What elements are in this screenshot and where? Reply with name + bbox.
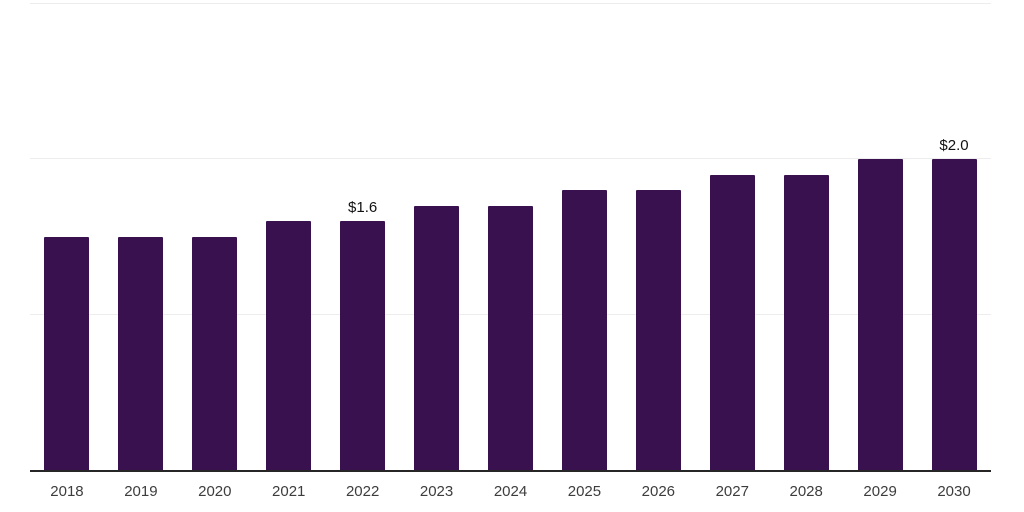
data-label-2022: $1.6 <box>348 199 378 217</box>
bar-2027 <box>709 174 755 470</box>
bar-2030 <box>931 159 977 470</box>
bar-2018 <box>44 237 90 470</box>
bar-2019 <box>118 237 164 470</box>
bar-2029 <box>857 159 903 470</box>
gridline-3 <box>30 3 991 4</box>
x-tick-label-2018: 2018 <box>50 483 84 500</box>
bar-2023 <box>414 205 460 470</box>
x-tick-label-2026: 2026 <box>641 483 676 500</box>
bar-2022 <box>340 221 386 470</box>
x-tick-label-2023: 2023 <box>419 483 454 500</box>
x-tick-label-2028: 2028 <box>789 483 823 500</box>
bar-2025 <box>561 190 607 470</box>
bar-2021 <box>266 221 312 470</box>
x-tick-label-2022: 2022 <box>345 483 380 500</box>
x-tick-label-2020: 2020 <box>198 483 232 500</box>
gridline-2 <box>30 158 991 160</box>
plot-area: $1.6 $2.0 <box>30 3 991 472</box>
x-tick-label-2030: 2030 <box>937 483 971 500</box>
data-label-2030: $2.0 <box>939 137 969 155</box>
x-tick-label-2029: 2029 <box>863 483 897 500</box>
bar-2024 <box>488 205 533 470</box>
bar-2026 <box>635 190 681 470</box>
bar-2028 <box>783 174 829 470</box>
bar-2020 <box>192 237 238 470</box>
x-tick-label-2027: 2027 <box>715 483 749 500</box>
x-axis: 2018 2019 2020 2021 2022 2023 2024 2025 2026 2027… <box>30 472 991 512</box>
x-tick-label-2024: 2024 <box>493 483 528 500</box>
x-tick-label-2025: 2025 <box>567 483 602 500</box>
x-tick-label-2019: 2019 <box>124 483 158 500</box>
x-tick-label-2021: 2021 <box>272 483 306 500</box>
